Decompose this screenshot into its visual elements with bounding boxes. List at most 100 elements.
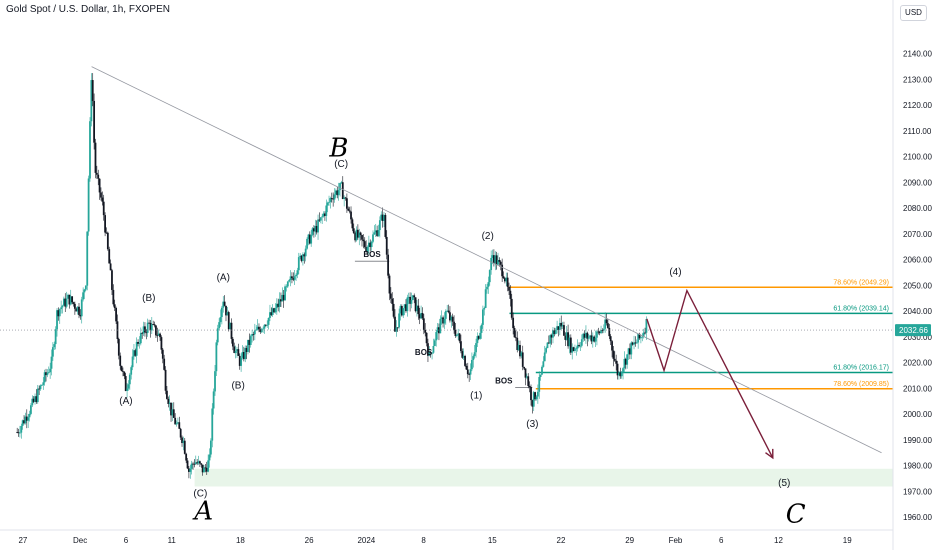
candle-body: [299, 255, 302, 258]
candle-body: [378, 220, 381, 231]
candle-body: [71, 296, 74, 303]
candle-body: [520, 352, 523, 357]
candle-body: [87, 178, 90, 232]
candle-body: [490, 257, 493, 271]
candle-body: [27, 417, 30, 421]
candle-body: [84, 285, 87, 290]
candle-body: [185, 453, 188, 461]
candle-body: [638, 333, 641, 339]
candle-body: [58, 309, 61, 317]
y-tick-label: 2140.00: [903, 50, 932, 59]
candle-body: [324, 213, 326, 216]
y-tick-label: 2090.00: [903, 178, 932, 187]
candle-body: [248, 339, 251, 345]
candle-body: [223, 301, 226, 306]
y-tick-label: 1980.00: [903, 462, 932, 471]
candle-body: [278, 299, 281, 307]
candle-body: [447, 310, 450, 313]
candle-body: [516, 337, 519, 351]
candle-body: [219, 317, 222, 323]
candle-body: [514, 337, 517, 339]
candle-body: [72, 302, 75, 304]
candle-body: [565, 332, 568, 340]
candle-body: [285, 286, 288, 288]
wave-label: (B): [142, 293, 155, 304]
candle-body: [61, 305, 64, 308]
candle-body: [472, 356, 475, 360]
candle-body: [214, 371, 216, 392]
x-tick-label: 27: [18, 536, 27, 545]
candle-body: [624, 358, 627, 365]
candle-body: [240, 357, 243, 366]
candle-body: [626, 354, 629, 365]
fib-level-label: 78.60% (2009.85): [833, 381, 889, 388]
candle-body: [523, 366, 526, 369]
candle-body: [477, 336, 480, 339]
candle-body: [263, 324, 266, 329]
y-tick-label: 2010.00: [903, 384, 932, 393]
candle-body: [236, 349, 238, 352]
candle-body: [166, 390, 168, 399]
x-tick-label: 29: [625, 536, 634, 545]
candle-body: [177, 422, 179, 424]
candle-body: [227, 312, 230, 330]
candle-body: [171, 409, 174, 416]
x-tick-label: 2024: [357, 536, 375, 545]
candle-body: [354, 232, 357, 241]
candle-body: [233, 346, 236, 353]
candle-body: [245, 348, 248, 352]
candle-body: [527, 376, 530, 387]
y-tick-label: 1960.00: [903, 513, 932, 522]
candle-body: [487, 282, 490, 287]
candle-body: [19, 432, 21, 434]
candle-body: [607, 323, 609, 328]
candle-body: [189, 468, 192, 472]
candle-body: [600, 330, 602, 334]
wave-label: (C): [193, 489, 207, 500]
candle-body: [488, 270, 491, 283]
candle-body: [535, 396, 538, 400]
candle-body: [367, 242, 370, 247]
candle-body: [597, 331, 600, 333]
candle-body: [267, 317, 270, 325]
candle-body: [410, 300, 413, 304]
candle-body: [79, 314, 82, 317]
candle-body: [98, 178, 101, 193]
candle-body: [627, 348, 630, 355]
candle-body: [341, 182, 344, 199]
currency-button[interactable]: USD: [900, 5, 927, 21]
candle-body: [25, 416, 28, 421]
y-tick-label: 2020.00: [903, 359, 932, 368]
chart-title: Gold Spot / U.S. Dollar, 1h, FXOPEN: [6, 4, 170, 15]
candle-body: [385, 236, 388, 255]
candle-body: [541, 366, 543, 375]
candle-body: [330, 198, 333, 199]
candle-body: [332, 198, 335, 200]
candle-body: [399, 306, 402, 314]
candle-body: [134, 350, 137, 356]
candle-body: [141, 332, 144, 334]
candle-body: [282, 294, 285, 301]
candle-body: [181, 437, 183, 444]
candle-body: [146, 322, 149, 333]
current-price-label: 2032.66: [899, 326, 928, 335]
candle-body: [182, 440, 185, 444]
candle-body: [528, 386, 531, 388]
candle-body: [21, 420, 24, 426]
candle-body: [297, 257, 300, 271]
candle-body: [295, 274, 297, 277]
candle-body: [468, 374, 471, 375]
candle-body: [394, 316, 396, 332]
candle-body: [436, 327, 439, 333]
candle-body: [160, 337, 163, 350]
candle-body: [402, 308, 405, 316]
candle-body: [178, 422, 181, 429]
wave-label: (4): [669, 267, 681, 278]
candle-body: [49, 368, 52, 373]
candle-body: [322, 213, 325, 217]
candle-body: [413, 295, 416, 298]
candle-body: [634, 342, 637, 344]
candle-body: [127, 384, 130, 389]
candle-body: [238, 355, 241, 366]
x-tick-label: Dec: [73, 536, 87, 545]
